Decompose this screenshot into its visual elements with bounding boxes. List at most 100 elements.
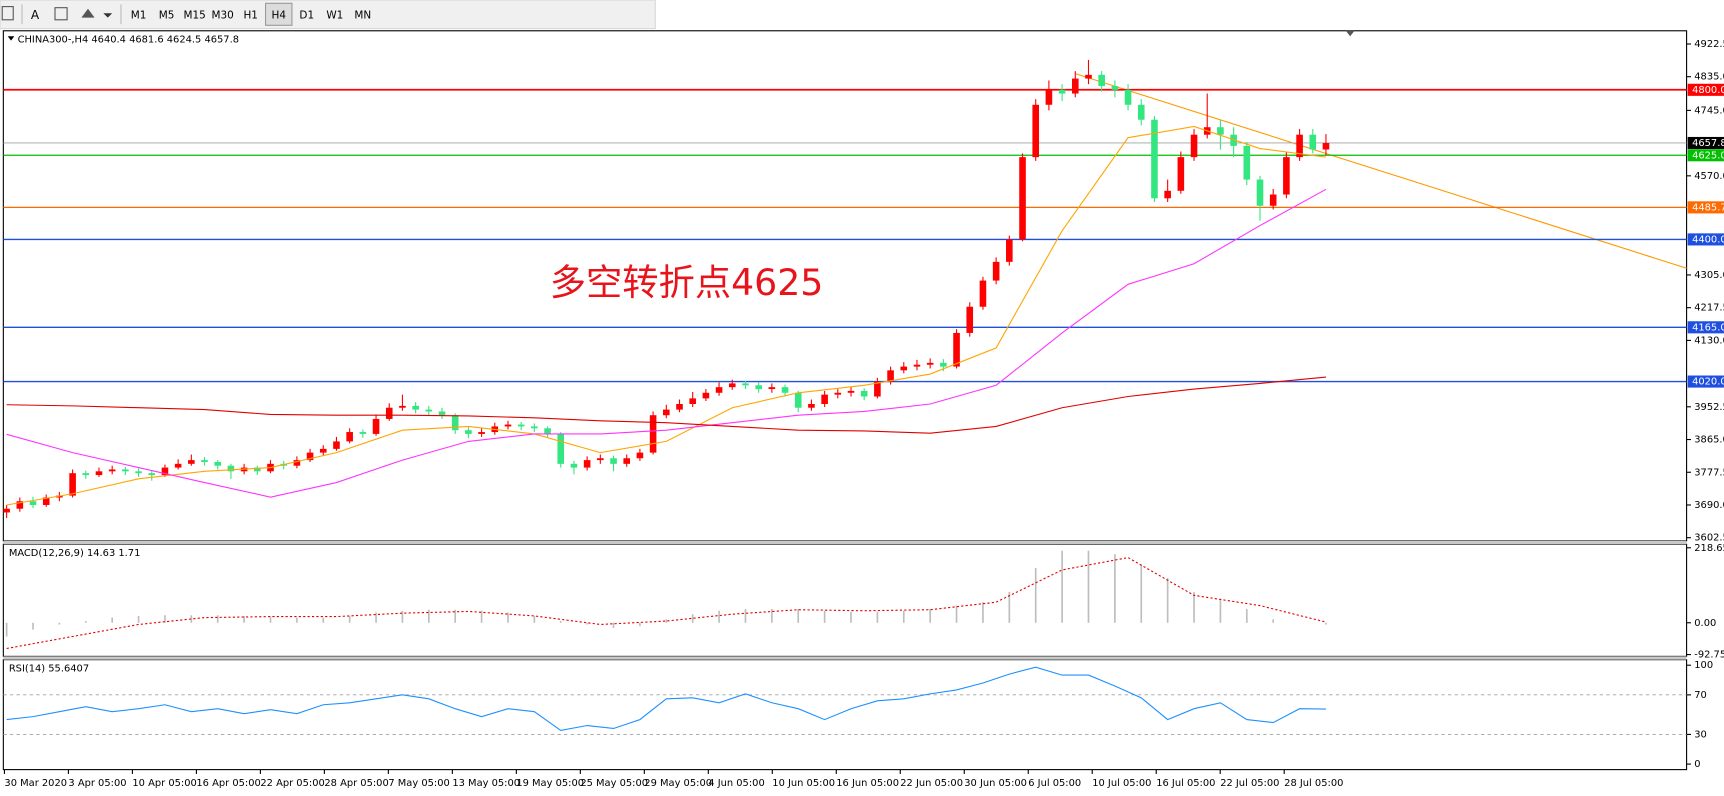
candle-body <box>504 424 512 427</box>
period-button[interactable] <box>237 3 264 26</box>
period-button[interactable] <box>321 3 349 26</box>
annotation[interactable]: 多空转折点4625 <box>550 261 824 304</box>
period-label[interactable]: M5 <box>159 9 175 21</box>
period-label[interactable]: H1 <box>243 9 258 21</box>
candle-body <box>636 452 644 459</box>
x-tick-label: 10 Jul 05:00 <box>1092 778 1151 789</box>
period-button[interactable] <box>349 3 377 26</box>
candle-body <box>412 405 419 410</box>
period-label[interactable]: M15 <box>183 9 205 21</box>
candle-body <box>953 332 960 367</box>
candle-body <box>1124 89 1132 105</box>
candle-body <box>557 433 565 464</box>
dropdown-arrow[interactable] <box>103 13 113 18</box>
text-tool[interactable]: A <box>31 8 40 22</box>
x-tick-label: 10 Jun 05:00 <box>772 778 835 789</box>
candle-body <box>649 415 657 453</box>
x-tick-label: 3 Apr 05:00 <box>68 778 126 789</box>
candle-body <box>135 471 142 474</box>
period-label[interactable]: D1 <box>299 9 314 21</box>
candle-body <box>834 392 842 395</box>
trend-line[interactable] <box>1075 73 1687 269</box>
candle-body <box>966 306 974 333</box>
candle-body <box>847 390 855 393</box>
candle-body <box>1006 239 1013 262</box>
candle-body <box>597 458 604 461</box>
period-button[interactable] <box>125 3 152 26</box>
tool-icon[interactable] <box>1 6 14 21</box>
candle-body <box>95 471 103 476</box>
x-tick-label: 22 Apr 05:00 <box>260 778 324 789</box>
level-tag-label: 4800.0 <box>1692 85 1724 96</box>
candle-body <box>108 469 116 472</box>
candle-body <box>1322 142 1330 150</box>
candle-body <box>702 392 710 399</box>
period-label[interactable]: M1 <box>131 9 147 21</box>
x-tick-label: 30 Mar 2020 <box>4 778 67 789</box>
x-tick-label: 29 May 05:00 <box>644 778 712 789</box>
candle-body <box>742 383 749 386</box>
candle-body <box>451 415 459 431</box>
period-label[interactable]: MN <box>354 9 371 21</box>
moving-average <box>6 125 1327 506</box>
x-tick-label: 25 May 05:00 <box>580 778 648 789</box>
label-tool[interactable] <box>54 7 68 21</box>
candle-body <box>887 370 894 382</box>
candle-body <box>623 458 631 464</box>
period-button[interactable] <box>264 2 293 26</box>
candle-body <box>926 362 934 365</box>
candle-body <box>583 460 591 468</box>
candle-body <box>821 394 828 404</box>
candle-body <box>254 467 261 472</box>
level-tag <box>1687 149 1724 162</box>
level-tag-label: 4625.0 <box>1692 150 1724 161</box>
candle-body <box>1164 190 1171 199</box>
candle-body <box>465 430 472 434</box>
candle-body <box>1217 127 1224 135</box>
candle-body <box>570 463 578 468</box>
level-tag-label: 4165.0 <box>1692 322 1724 333</box>
price-tag <box>1687 136 1724 150</box>
x-tick-label: 28 Apr 05:00 <box>324 778 388 789</box>
candle-body <box>715 387 723 393</box>
y-tick-label: 3952.5 <box>1694 402 1724 413</box>
candle-body <box>1058 89 1066 94</box>
level-tag <box>1687 83 1724 96</box>
candle-body <box>42 497 50 505</box>
shapes-tool[interactable] <box>81 8 95 18</box>
moving-average <box>6 188 1327 498</box>
y-tick-label: 4217.5 <box>1694 303 1724 314</box>
period-button[interactable] <box>153 3 180 26</box>
candle-body <box>1296 134 1303 158</box>
period-button[interactable] <box>209 3 236 26</box>
y-tick-label: 4835.0 <box>1694 72 1724 83</box>
period-label[interactable]: H4 <box>271 9 286 21</box>
period-button[interactable] <box>181 3 208 26</box>
period-label[interactable]: W1 <box>326 9 343 21</box>
candle-body <box>755 385 762 390</box>
x-tick-label: 16 Jul 05:00 <box>1156 778 1215 789</box>
level-tag <box>1687 321 1724 334</box>
candle-body <box>1098 74 1105 87</box>
candle-body <box>372 418 380 434</box>
candle-body <box>346 432 353 442</box>
candle-body <box>781 387 789 393</box>
y-tick-label: 4745.0 <box>1694 105 1724 116</box>
x-tick-label: 16 Apr 05:00 <box>196 778 260 789</box>
candle-body <box>1269 194 1277 206</box>
candle-body <box>214 461 222 466</box>
candle-body <box>293 460 301 466</box>
period-label[interactable]: M30 <box>212 9 234 21</box>
candle-body <box>56 495 63 498</box>
period-button[interactable] <box>293 3 320 26</box>
y-tick-label: 3690.0 <box>1694 500 1724 511</box>
y-tick-label: 3865.0 <box>1694 435 1724 446</box>
candle-body <box>874 381 881 397</box>
x-tick-label: 22 Jul 05:00 <box>1220 778 1279 789</box>
y-tick-label: 100 <box>1694 660 1713 671</box>
x-tick-label: 6 Jul 05:00 <box>1028 778 1081 789</box>
candle-body <box>913 364 921 367</box>
candle-body <box>1045 89 1053 105</box>
candle-body <box>1230 134 1237 146</box>
